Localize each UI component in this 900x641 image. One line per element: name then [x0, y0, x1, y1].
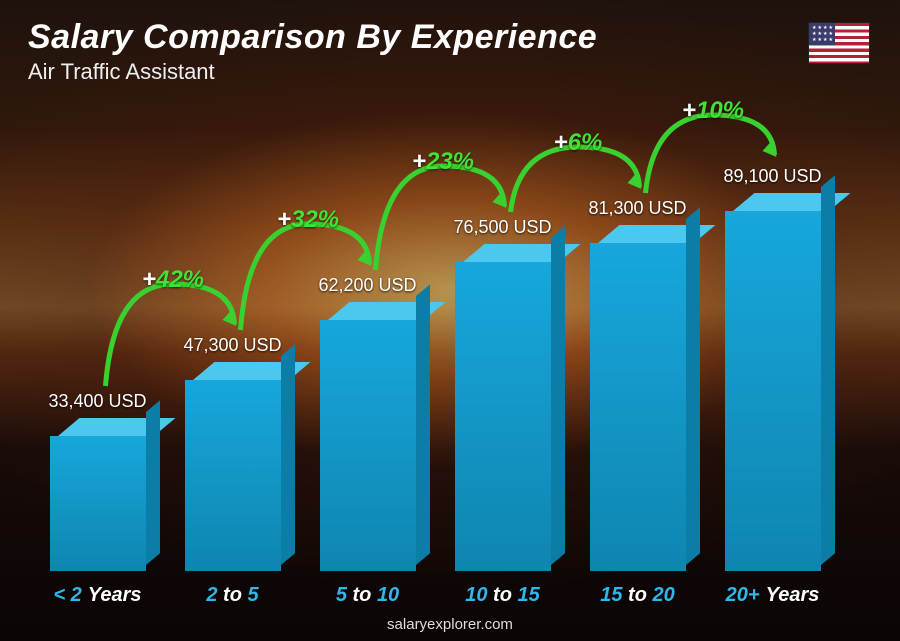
growth-pct-label: +42% — [142, 266, 204, 294]
x-axis-label: 15 to 20 — [570, 584, 705, 607]
x-axis-label: 5 to 10 — [300, 584, 435, 607]
bar-value-label: 33,400 USD — [48, 391, 146, 412]
bar-value-label: 76,500 USD — [453, 217, 551, 238]
growth-pct-label: +6% — [554, 129, 603, 157]
bar-value-label: 62,200 USD — [318, 275, 416, 296]
bar-value-label: 47,300 USD — [183, 335, 281, 356]
x-axis-label: 2 to 5 — [165, 584, 300, 607]
chart-subtitle: Air Traffic Assistant — [28, 59, 597, 85]
growth-pct-label: +10% — [682, 97, 744, 125]
bar-column: 62,200 USD — [300, 275, 435, 571]
header: Salary Comparison By Experience Air Traf… — [28, 18, 597, 85]
bar-chart: 33,400 USD 47,300 USD 62,200 USD 76,500 USD… — [30, 120, 840, 571]
chart-title: Salary Comparison By Experience — [28, 18, 597, 57]
bar — [185, 362, 281, 571]
bar — [50, 418, 146, 571]
bar-column: 81,300 USD — [570, 198, 705, 571]
growth-pct-label: +23% — [412, 148, 474, 176]
footer-source: salaryexplorer.com — [0, 616, 900, 633]
x-axis: < 2Years2 to 55 to 1010 to 1515 to 2020+… — [30, 584, 840, 607]
bar — [725, 193, 821, 571]
bar-column: 89,100 USD — [705, 166, 840, 571]
x-axis-label: 20+Years — [705, 584, 840, 607]
bar-column: 47,300 USD — [165, 335, 300, 571]
x-axis-label: 10 to 15 — [435, 584, 570, 607]
bars-container: 33,400 USD 47,300 USD 62,200 USD 76,500 USD… — [30, 120, 840, 571]
bar-column: 33,400 USD — [30, 391, 165, 571]
bar-value-label: 81,300 USD — [588, 198, 686, 219]
bar — [320, 302, 416, 571]
country-flag — [808, 22, 870, 64]
bar-column: 76,500 USD — [435, 217, 570, 571]
bar-value-label: 89,100 USD — [723, 166, 821, 187]
growth-pct-label: +32% — [277, 206, 339, 234]
bar — [590, 225, 686, 571]
bar — [455, 244, 551, 571]
x-axis-label: < 2Years — [30, 584, 165, 607]
